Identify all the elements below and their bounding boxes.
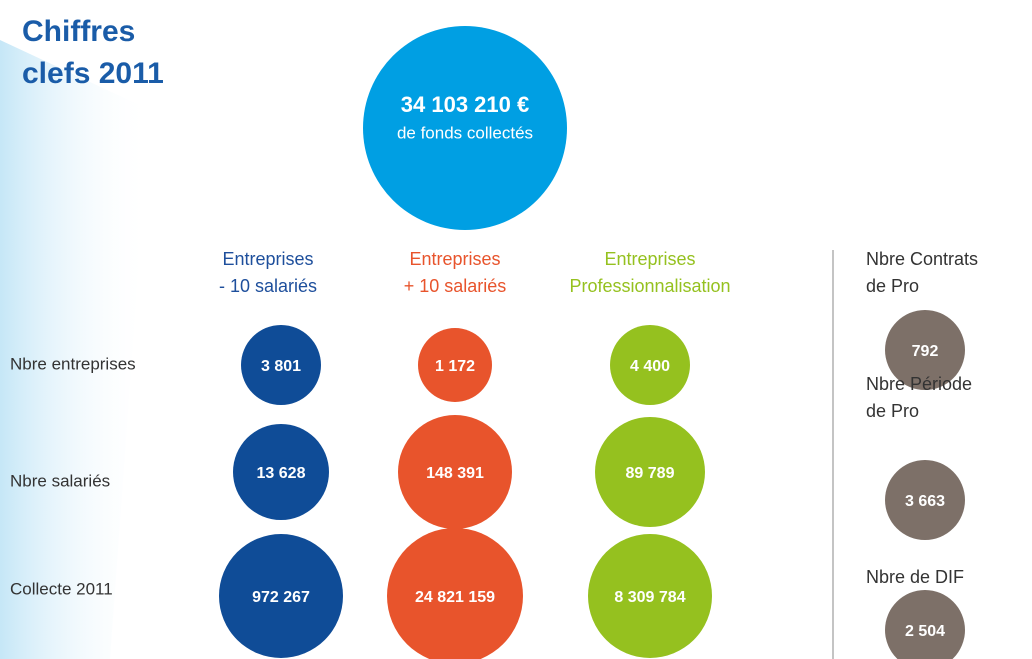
title: Chiffres [22, 15, 135, 48]
side-label: Nbre de DIF [866, 567, 964, 587]
value-circle [219, 534, 343, 658]
value-circle [233, 424, 329, 520]
side-label: de Pro [866, 401, 919, 421]
background-wedge [0, 40, 150, 659]
value-circle [418, 328, 492, 402]
row-label: Collecte 2011 [10, 579, 113, 598]
headline-circle [363, 26, 567, 230]
value-text: 89 789 [626, 465, 675, 482]
side-label: Nbre Période [866, 374, 972, 394]
value-circle [595, 417, 705, 527]
column-header: - 10 salariés [219, 276, 317, 296]
title: clefs 2011 [22, 57, 164, 90]
value-circle [588, 534, 712, 658]
row-label: Nbre entreprises [10, 354, 136, 373]
value-text: 4 400 [630, 358, 670, 375]
side-value: 3 663 [905, 493, 945, 510]
value-circle [387, 528, 523, 659]
side-circle [885, 460, 965, 540]
value-text: 148 391 [426, 465, 484, 482]
column-header: Entreprises [604, 249, 695, 269]
side-label: Nbre Contrats [866, 249, 978, 269]
side-label: de Pro [866, 276, 919, 296]
value-circle [241, 325, 321, 405]
side-value: 2 504 [905, 623, 945, 640]
column-header: Professionnalisation [569, 276, 730, 296]
value-text: 13 628 [257, 465, 306, 482]
column-header: Entreprises [222, 249, 313, 269]
value-text: 24 821 159 [415, 589, 495, 606]
value-text: 3 801 [261, 358, 301, 375]
value-circle [398, 415, 512, 529]
side-circle [885, 310, 965, 390]
value-text: 972 267 [252, 589, 310, 606]
row-label: Nbre salariés [10, 471, 110, 490]
column-header: Entreprises [409, 249, 500, 269]
value-circle [610, 325, 690, 405]
side-value: 792 [912, 343, 939, 360]
headline-caption: de fonds collectés [397, 123, 533, 142]
column-header: + 10 salariés [404, 276, 507, 296]
value-text: 1 172 [435, 358, 475, 375]
headline-value: 34 103 210 € [401, 92, 529, 117]
value-text: 8 309 784 [614, 589, 685, 606]
side-circle [885, 590, 965, 659]
